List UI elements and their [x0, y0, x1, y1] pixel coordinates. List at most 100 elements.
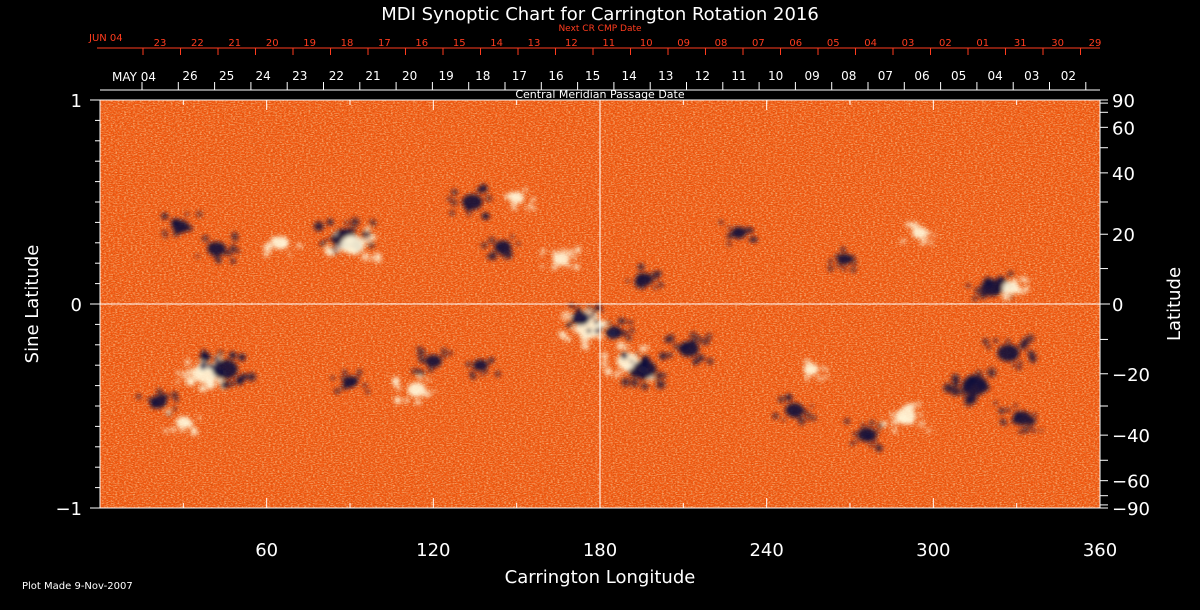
- active-region-speckle: [288, 252, 292, 256]
- active-region-speckle: [214, 255, 219, 259]
- active-region-speckle: [161, 213, 168, 220]
- active-region-speckle: [516, 241, 521, 246]
- active-region-speckle: [1017, 365, 1022, 370]
- active-region-speckle: [488, 237, 496, 244]
- active-region-speckle: [560, 248, 567, 255]
- lat-tick-label: 20: [1112, 225, 1135, 246]
- active-region-speckle: [905, 221, 912, 228]
- active-region-speckle: [638, 371, 648, 381]
- active-region-speckle: [235, 248, 240, 254]
- active-region-speckle: [653, 276, 658, 281]
- active-region-speckle: [1007, 271, 1014, 278]
- active-region-speckle: [653, 376, 658, 381]
- active-region-speckle: [996, 276, 1005, 284]
- active-region-speckle: [525, 207, 529, 211]
- active-region-speckle: [331, 376, 335, 380]
- active-region-speckle: [236, 379, 243, 386]
- active-region-speckle: [1039, 429, 1043, 433]
- active-region-speckle: [483, 370, 488, 375]
- active-region-speckle: [868, 443, 873, 448]
- active-region-speckle: [854, 439, 859, 443]
- active-region-speckle: [350, 217, 360, 227]
- y-tick-label: 0: [71, 295, 82, 316]
- lat-tick-label: −20: [1112, 365, 1150, 386]
- cmp-axis-start-label: MAY 04: [112, 70, 156, 84]
- cmp-day-label: 11: [731, 69, 746, 83]
- active-region-speckle: [661, 373, 667, 378]
- active-region-speckle: [188, 420, 194, 426]
- active-region-speckle: [659, 352, 667, 360]
- lat-tick-label: −40: [1112, 426, 1150, 447]
- active-region-speckle: [727, 226, 731, 230]
- active-region-speckle: [324, 238, 329, 243]
- active-region-speckle: [551, 249, 558, 256]
- active-region-speckle: [692, 358, 699, 365]
- cmp-day-label: 04: [988, 69, 1003, 83]
- active-region-speckle: [719, 220, 724, 225]
- active-region-speckle: [622, 331, 626, 335]
- active-region-speckle: [580, 334, 590, 344]
- active-region-speckle: [282, 240, 288, 247]
- active-region-speckle: [861, 422, 866, 428]
- active-region-speckle: [1020, 276, 1026, 282]
- active-region-speckle: [989, 372, 995, 377]
- lat-tick-label: −90: [1112, 499, 1150, 520]
- active-region-core: [731, 226, 747, 239]
- active-region-speckle: [479, 373, 483, 377]
- active-region-speckle: [566, 321, 573, 329]
- active-region-speckle: [178, 226, 184, 232]
- active-region-speckle: [561, 333, 567, 340]
- active-region-speckle: [841, 247, 846, 252]
- active-region-speckle: [993, 338, 998, 343]
- active-region-speckle: [869, 420, 875, 426]
- active-region-speckle: [428, 391, 432, 396]
- active-region-speckle: [864, 432, 868, 437]
- next-day-label: 02: [939, 38, 952, 49]
- next-day-label: 21: [228, 38, 241, 49]
- active-region-core: [212, 359, 238, 380]
- active-region-speckle: [635, 352, 640, 356]
- active-region-speckle: [637, 263, 645, 271]
- active-region-speckle: [630, 369, 640, 379]
- active-region-speckle: [510, 203, 517, 210]
- active-region-speckle: [791, 413, 797, 418]
- active-region-speckle: [324, 245, 331, 252]
- active-region-speckle: [451, 189, 457, 195]
- cmp-day-label: 14: [622, 69, 637, 83]
- active-region-speckle: [975, 370, 983, 378]
- active-region-speckle: [593, 319, 599, 325]
- cmp-axis-label: Central Meridian Passage Date: [515, 88, 684, 101]
- active-region-speckle: [207, 363, 213, 369]
- active-region-speckle: [364, 226, 371, 233]
- active-region-speckle: [502, 240, 508, 246]
- active-region-speckle: [600, 351, 609, 360]
- active-region-speckle: [506, 248, 513, 255]
- active-region-speckle: [330, 236, 334, 240]
- active-region-speckle: [639, 345, 646, 352]
- active-region-speckle: [624, 344, 630, 350]
- active-region-speckle: [350, 248, 355, 254]
- active-region-speckle: [179, 427, 185, 433]
- active-region-speckle: [810, 415, 817, 422]
- active-region-speckle: [933, 234, 937, 238]
- active-region-speckle: [703, 338, 710, 345]
- active-region-speckle: [579, 317, 587, 325]
- cmp-day-label: 03: [1024, 69, 1039, 83]
- active-region-speckle: [583, 308, 588, 313]
- active-region-speckle: [875, 444, 883, 452]
- active-region-speckle: [923, 238, 929, 244]
- active-region-speckle: [625, 334, 632, 342]
- active-region-speckle: [1003, 422, 1008, 426]
- active-region-speckle: [478, 189, 483, 194]
- active-region-speckle: [651, 271, 657, 277]
- active-region-speckle: [629, 359, 634, 364]
- active-region-speckle: [1011, 418, 1017, 424]
- active-region-speckle: [197, 415, 202, 420]
- active-region-speckle: [801, 408, 806, 414]
- next-day-label: 03: [902, 38, 915, 49]
- active-region-speckle: [821, 366, 825, 370]
- lat-tick-label: 40: [1112, 164, 1135, 185]
- cmp-day-label: 12: [695, 69, 710, 83]
- active-region-speckle: [966, 283, 971, 288]
